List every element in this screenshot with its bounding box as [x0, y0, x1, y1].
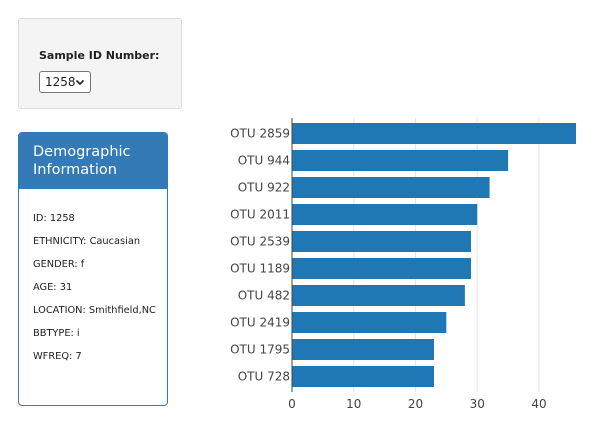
bar	[292, 177, 490, 198]
demographic-line: ETHNICITY: Caucasian	[33, 236, 141, 247]
demographic-panel: Demographic Information ID: 1258 ETHNICIT…	[18, 132, 168, 406]
y-tick-label: OTU 2539	[230, 235, 290, 249]
chevron-down-icon	[75, 79, 85, 86]
demographic-line: WFREQ: 7	[33, 351, 82, 362]
bar	[292, 339, 434, 360]
otu-bar-chart: 0 10 20 30 40 OTU 2859 OTU 944 OTU 922 OTU 2011 O…	[195, 100, 605, 430]
x-tick-label: 20	[408, 397, 423, 411]
demographic-line: AGE: 31	[33, 282, 73, 293]
demographic-line: ID: 1258	[33, 213, 75, 224]
y-tick-label: OTU 482	[238, 289, 290, 303]
sample-id-select[interactable]: 1258	[39, 71, 91, 93]
y-tick-label: OTU 2859	[230, 127, 290, 141]
x-tick-label: 30	[470, 397, 485, 411]
y-tick-label: OTU 1189	[230, 262, 290, 276]
bar	[292, 366, 434, 387]
x-tick-label: 40	[531, 397, 546, 411]
y-tick-label: OTU 922	[238, 181, 290, 195]
y-tick-label: OTU 728	[238, 370, 290, 384]
demographic-panel-body: ID: 1258 ETHNICITY: Caucasian GENDER: f AGE…	[19, 189, 167, 363]
bar	[292, 150, 509, 171]
sample-id-label: Sample ID Number:	[39, 49, 160, 62]
bar	[292, 312, 447, 333]
bar	[292, 258, 472, 279]
demographic-line: GENDER: f	[33, 259, 85, 270]
bar	[292, 285, 465, 306]
demographic-line: LOCATION: Smithfield,NC	[33, 305, 156, 316]
demographic-line: BBTYPE: i	[33, 328, 80, 339]
bar	[292, 123, 576, 144]
bar	[292, 231, 472, 252]
demographic-panel-title: Demographic Information	[19, 133, 167, 189]
sample-id-selected-value: 1258	[45, 75, 76, 89]
y-tick-label: OTU 2419	[230, 316, 290, 330]
x-tick-label: 10	[346, 397, 361, 411]
otu-bar-chart-svg: 0 10 20 30 40 OTU 2859 OTU 944 OTU 922 OTU 2011 O…	[230, 118, 576, 411]
y-tick-label: OTU 944	[238, 154, 290, 168]
y-tick-label: OTU 2011	[230, 208, 290, 222]
sample-selector-well: Sample ID Number: 1258	[18, 18, 182, 109]
bar	[292, 204, 478, 225]
y-tick-label: OTU 1795	[230, 343, 290, 357]
x-tick-label: 0	[288, 397, 296, 411]
